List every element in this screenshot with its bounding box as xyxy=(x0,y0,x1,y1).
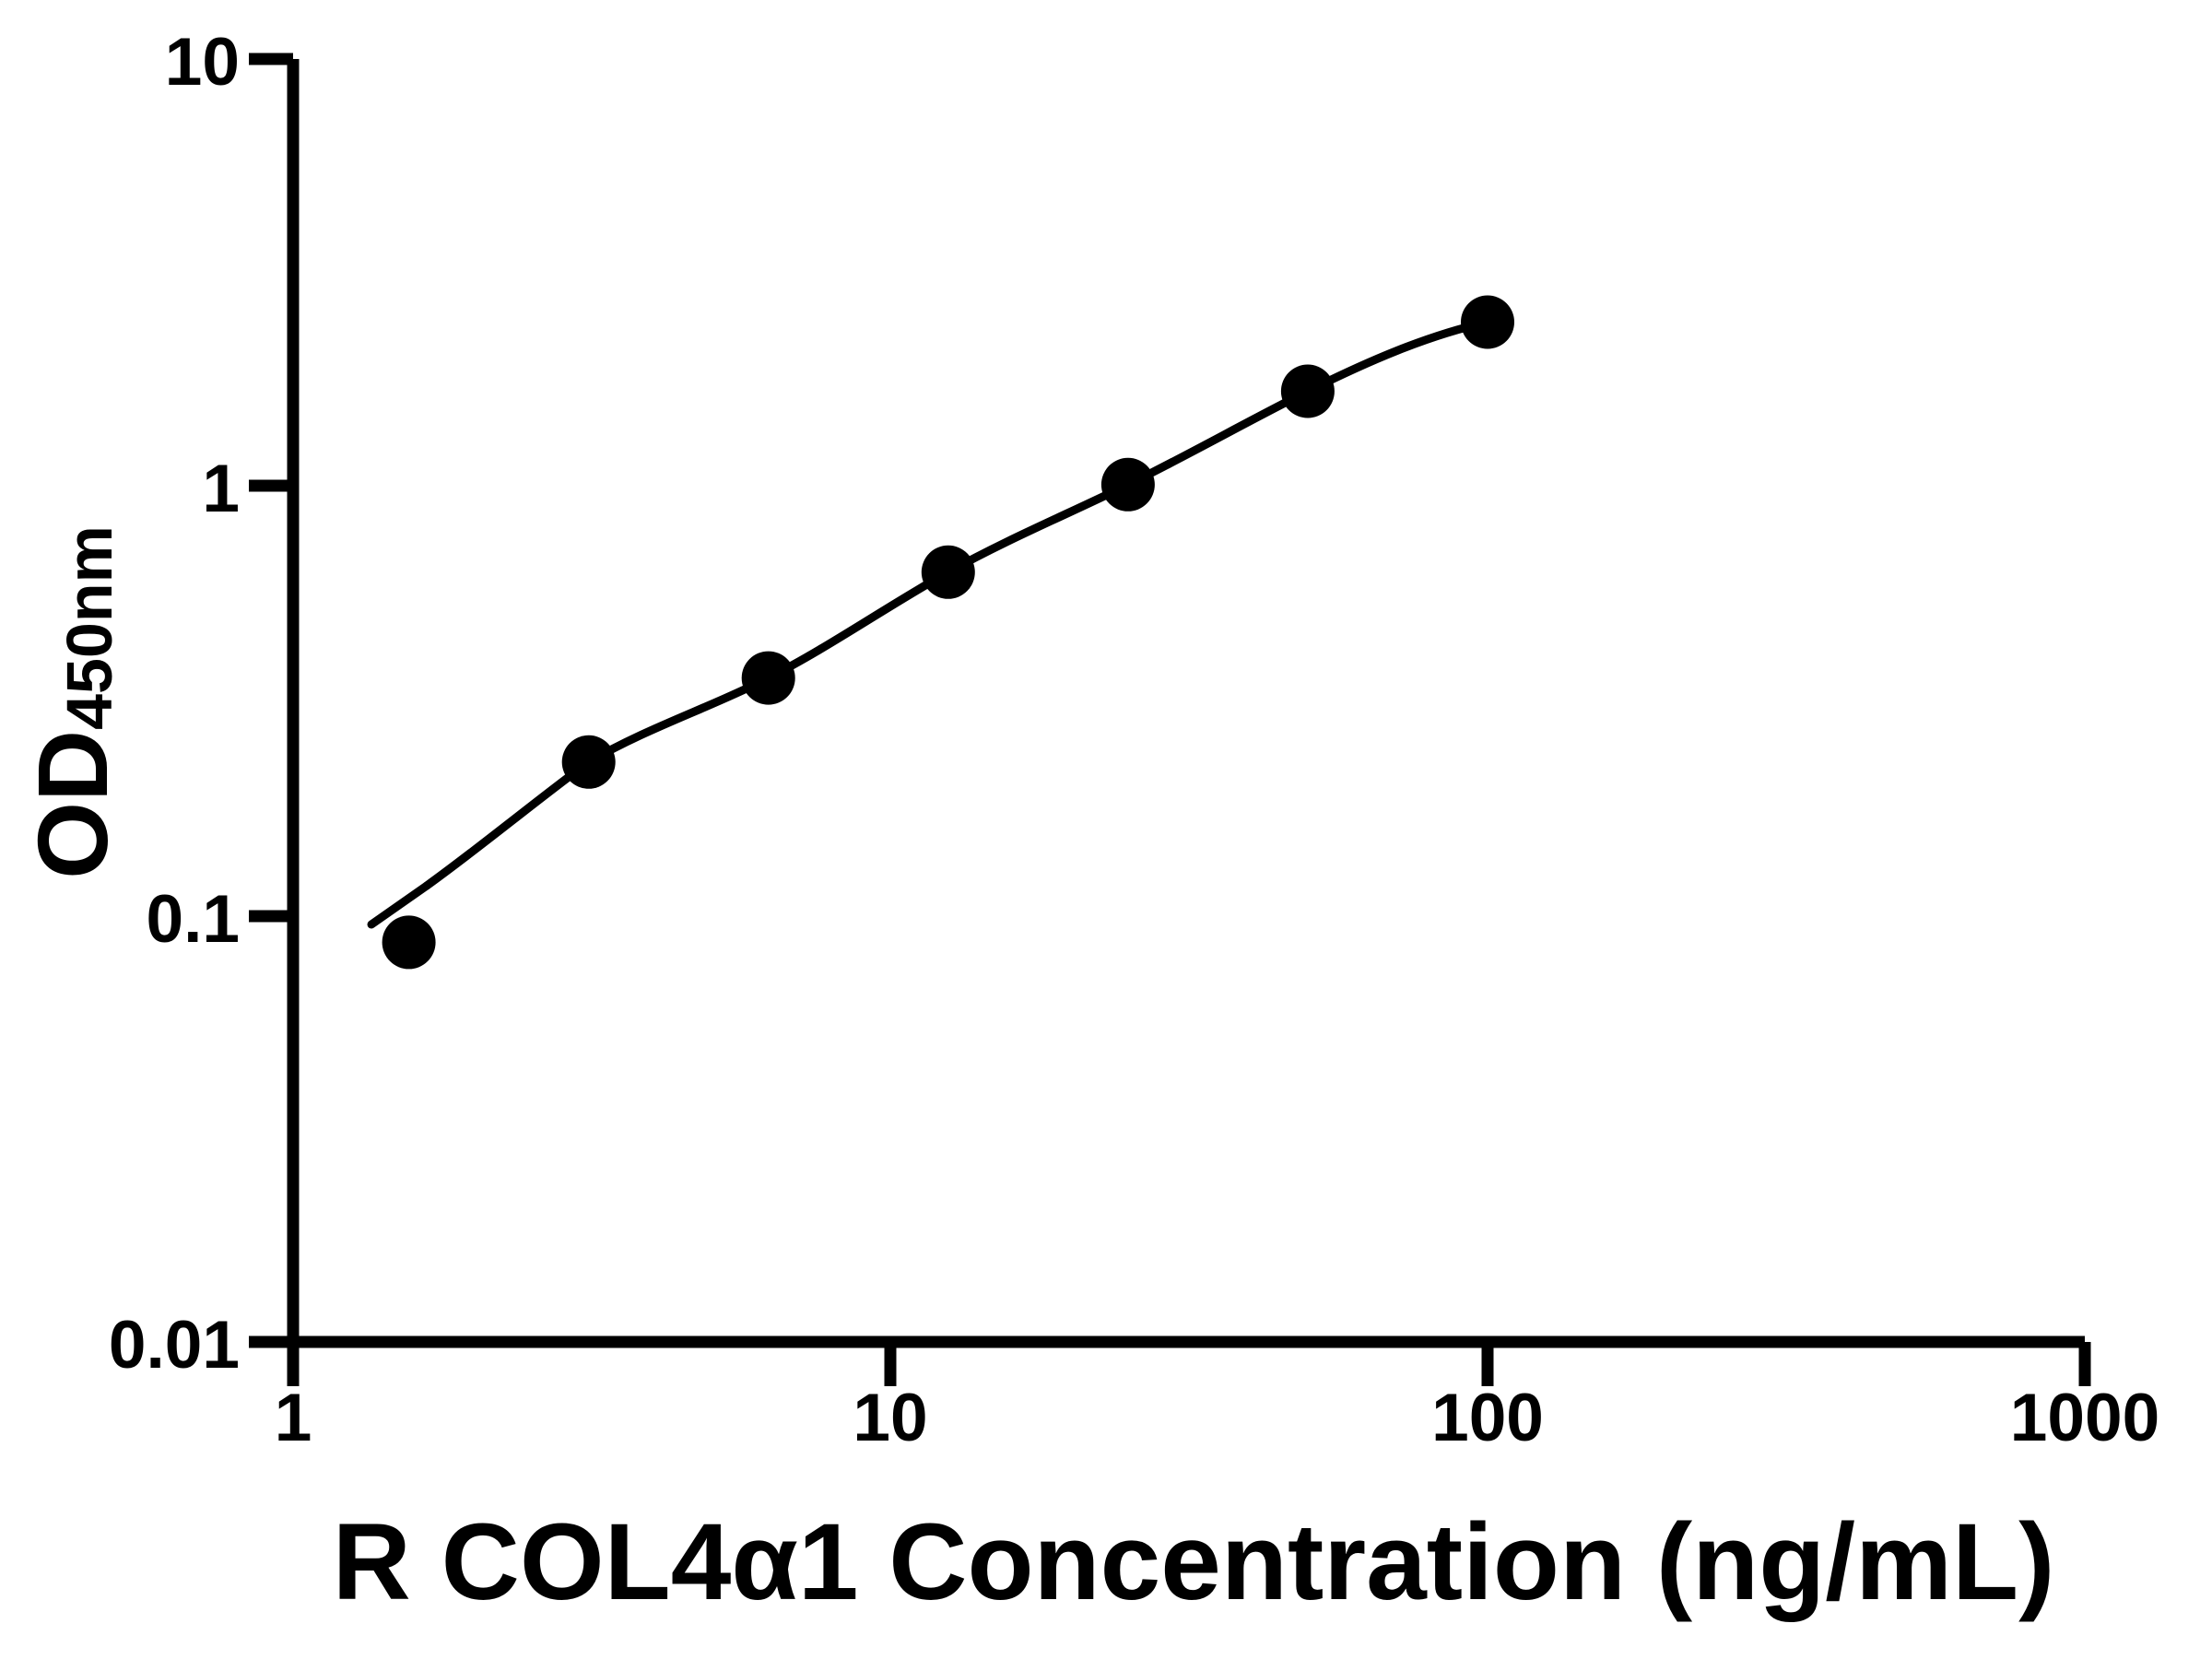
svg-text:1: 1 xyxy=(275,1381,312,1455)
svg-text:10: 10 xyxy=(853,1381,927,1455)
svg-text:1: 1 xyxy=(202,452,240,526)
svg-text:0.1: 0.1 xyxy=(147,882,240,957)
svg-text:R COL4α1 Concentration (ng/mL): R COL4α1 Concentration (ng/mL) xyxy=(333,1501,2055,1623)
svg-text:10: 10 xyxy=(165,25,240,100)
svg-text:1000: 1000 xyxy=(2010,1381,2159,1455)
svg-text:100: 100 xyxy=(1431,1381,1544,1455)
svg-text:0.01: 0.01 xyxy=(109,1308,240,1382)
svg-text:OD450nm: OD450nm xyxy=(17,525,128,879)
